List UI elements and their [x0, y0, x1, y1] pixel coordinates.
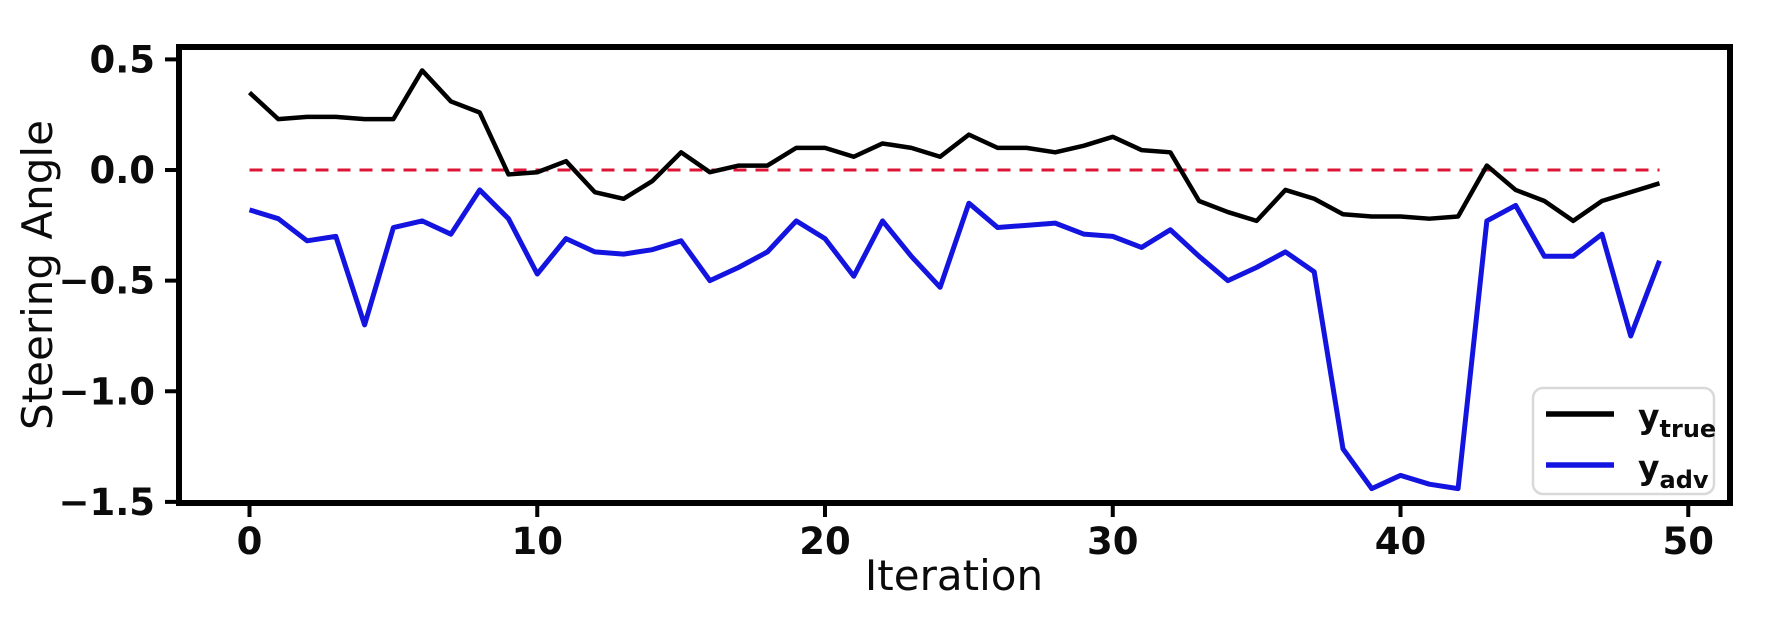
- plot-border: [176, 44, 1733, 506]
- x-axis-label: Iteration: [865, 551, 1043, 600]
- y-tick-label: 0.5: [89, 38, 155, 81]
- y-tick-label: −1.0: [58, 370, 155, 413]
- y-true-line: [247, 68, 1661, 224]
- series-layer: [247, 68, 1662, 492]
- legend: ytrue yadv: [1531, 386, 1716, 496]
- x-tick-label: 40: [1375, 520, 1427, 563]
- y-tick-label: −1.5: [58, 481, 155, 524]
- legend-entry-y-adv: yadv: [1546, 448, 1709, 494]
- x-tick-label: 50: [1663, 520, 1715, 563]
- x-tick-label: 10: [512, 520, 564, 563]
- axis-tick-layer: 0 10 20 30 40 50 0.5 0.0 −0.5 −1.0 −1.5: [58, 38, 1714, 563]
- x-tick-label: 0: [237, 520, 263, 563]
- legend-label-y-adv: yadv: [1638, 448, 1709, 494]
- y-adv-line: [248, 187, 1662, 492]
- legend-entry-y-true: ytrue: [1546, 397, 1716, 443]
- x-tick-label: 30: [1087, 520, 1139, 563]
- x-tick-label: 20: [799, 520, 851, 563]
- legend-label-y-true: ytrue: [1638, 397, 1716, 443]
- y-tick-label: 0.0: [89, 149, 155, 192]
- y-axis-label: Steering Angle: [13, 120, 62, 430]
- y-tick-label: −0.5: [58, 260, 155, 303]
